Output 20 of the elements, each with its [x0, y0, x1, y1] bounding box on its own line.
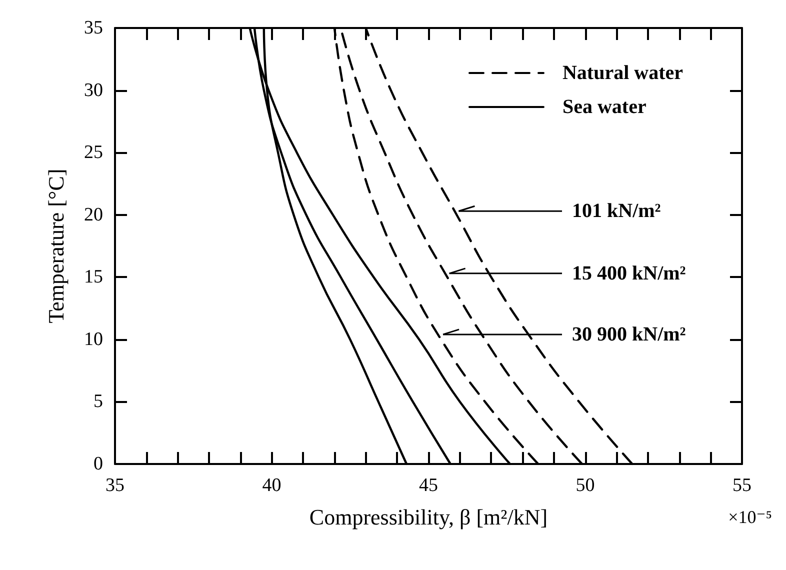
y-tick-label: 0 — [94, 454, 103, 474]
legend-label: Natural water — [562, 62, 684, 84]
x-tick-label: 55 — [732, 475, 752, 496]
x-axis-title: Compressibility, β [m²/kN] — [309, 504, 548, 530]
y-tick-label: 35 — [84, 18, 103, 38]
legend-label: Sea water — [562, 96, 646, 118]
y-tick-label: 10 — [84, 328, 103, 350]
x-tick-label: 40 — [262, 475, 282, 496]
y-tick-label: 15 — [84, 266, 103, 288]
y-tick-label: 30 — [84, 80, 103, 101]
y-tick-label: 25 — [84, 142, 103, 164]
x-tick-label: 45 — [419, 475, 438, 496]
annotation: 101 kN/m² — [572, 200, 661, 222]
y-axis-title: Temperature [°C] — [44, 168, 68, 324]
annotation: 30 900 kN/m² — [572, 323, 686, 346]
y-tick-label: 20 — [84, 204, 103, 226]
annotation: 15 400 kN/m² — [572, 262, 686, 284]
text: ×10⁻⁵ — [728, 507, 772, 527]
x-tick-label: 50 — [576, 475, 595, 496]
y-tick-label: 5 — [94, 391, 103, 412]
